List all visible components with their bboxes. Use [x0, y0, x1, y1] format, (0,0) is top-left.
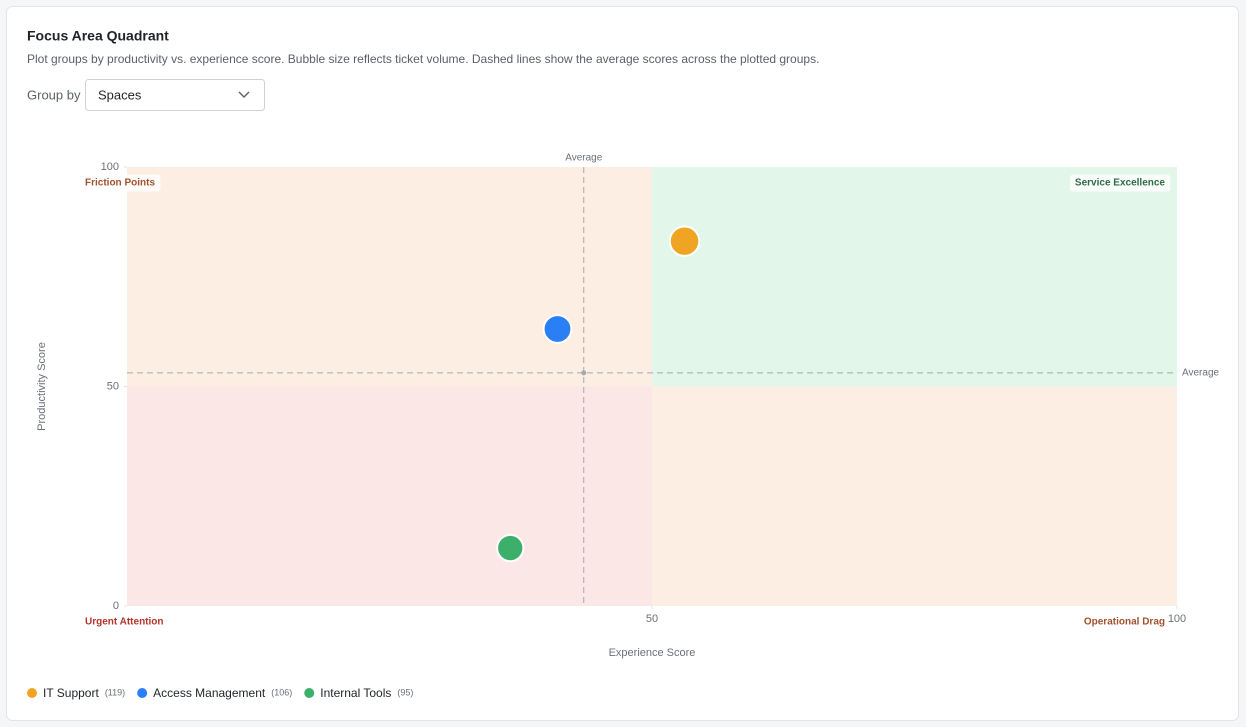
dropdown-box[interactable]: [85, 79, 265, 111]
title: Focus Area Quadrant: [27, 28, 169, 44]
average-y-label: Average: [1182, 368, 1220, 379]
x-tick-label: 100: [1168, 613, 1186, 625]
y-tick-label: 0: [113, 600, 119, 612]
average-x-label: Average: [565, 153, 603, 164]
quadrant: [127, 386, 652, 606]
legend-label: IT Support: [43, 686, 99, 700]
x-axis-label: Experience Score: [609, 647, 696, 659]
quadrant-label: Friction Points: [85, 178, 155, 189]
legend-label: Internal Tools: [320, 686, 391, 700]
quadrant-label-bg: [1078, 613, 1170, 631]
average-point: [581, 370, 587, 376]
quadrant-label: Operational Drag: [1084, 617, 1165, 628]
legend-label: Access Management: [153, 686, 266, 700]
y-axis-label: Productivity Score: [36, 342, 48, 431]
quadrant: [652, 386, 1177, 606]
legend-swatch: [27, 688, 37, 698]
legend-size-label: (119): [105, 687, 125, 697]
subtitle: Plot groups by productivity vs. experien…: [27, 52, 819, 66]
dropdown-value[interactable]: Spaces: [98, 87, 142, 102]
y-tick-label: 50: [107, 380, 119, 392]
quadrant-label-bg: [1069, 174, 1171, 192]
quadrant-label: Urgent Attention: [85, 617, 164, 628]
quadrant: [652, 167, 1177, 387]
quadrant-label: Service Excellence: [1075, 178, 1166, 189]
bubble: [496, 533, 525, 563]
legend-size-label: (106): [271, 687, 292, 697]
quadrant-label-bg: [80, 174, 161, 192]
chevron[interactable]: [238, 91, 250, 98]
bubble: [542, 314, 573, 344]
quadrant: [127, 167, 652, 387]
quadrant-label-bg: [80, 613, 169, 631]
group-by-label: Group by: [27, 87, 81, 102]
group-by-dropdown[interactable]: Spaces: [85, 79, 265, 111]
legend-size-label: (95): [397, 687, 413, 697]
bubble: [668, 225, 701, 257]
legend-swatch: [304, 688, 315, 698]
y-tick-label: 100: [101, 161, 119, 173]
x-tick-label: 50: [646, 613, 658, 625]
legend-swatch: [137, 688, 148, 698]
